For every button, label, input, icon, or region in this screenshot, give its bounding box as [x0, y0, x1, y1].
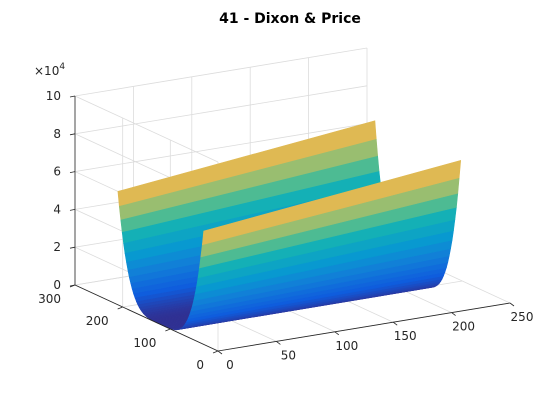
x-tick-label: 250 [511, 310, 534, 324]
z-tick-mark [69, 284, 76, 287]
x-tick-label: 200 [452, 320, 475, 334]
y-tick-mark [117, 306, 123, 310]
x-tick-mark [276, 341, 281, 345]
z-tick-label: 10 [46, 89, 61, 103]
x-tick-label: 100 [335, 339, 358, 353]
y-tick-labels: 0 100 200 300 [38, 284, 219, 372]
z-scale-label: ×104 [34, 62, 65, 78]
x-tick-label: 50 [281, 348, 296, 362]
x-tick-mark [509, 302, 515, 307]
y-tick-label: 300 [38, 292, 61, 306]
z-scale-base: ×10 [34, 64, 59, 78]
z-tick-label: 6 [53, 165, 61, 179]
y-axis-line [74, 284, 219, 352]
chart-title: 41 - Dixon & Price [219, 11, 361, 27]
x-tick-label: 150 [394, 329, 417, 343]
y-tick-mark [212, 350, 219, 354]
z-tick-label: 4 [53, 202, 61, 216]
z-tick-mark [69, 209, 76, 211]
y-tick-label: 0 [196, 358, 204, 372]
z-tick-label: 2 [53, 240, 61, 254]
z-tick-mark [69, 171, 76, 173]
z-tick-mark [69, 246, 76, 249]
surface-patch [201, 159, 462, 246]
z-tick-labels: 0 2 4 6 8 10 [46, 89, 76, 292]
surface [117, 120, 462, 331]
z-tick-mark [69, 95, 76, 98]
axes-box: 0 50 100 150 200 250 0 100 200 300 0 2 4 6 8 10 [38, 47, 534, 372]
z-tick-label: 0 [53, 278, 61, 292]
y-tick-mark [165, 328, 171, 332]
x-tick-label: 0 [226, 358, 234, 372]
x-tick-mark [217, 350, 223, 355]
z-scale-exponent: 4 [59, 62, 65, 72]
x-tick-labels: 0 50 100 150 200 250 [217, 302, 534, 372]
y-tick-label: 200 [86, 314, 109, 328]
z-tick-mark [69, 133, 76, 136]
axis-lines [74, 96, 511, 352]
x-tick-mark [334, 331, 340, 336]
x-axis-line [217, 302, 511, 352]
x-tick-mark [451, 312, 456, 316]
z-tick-label: 8 [53, 127, 61, 141]
y-tick-label: 100 [133, 336, 156, 350]
x-tick-mark [392, 321, 398, 326]
